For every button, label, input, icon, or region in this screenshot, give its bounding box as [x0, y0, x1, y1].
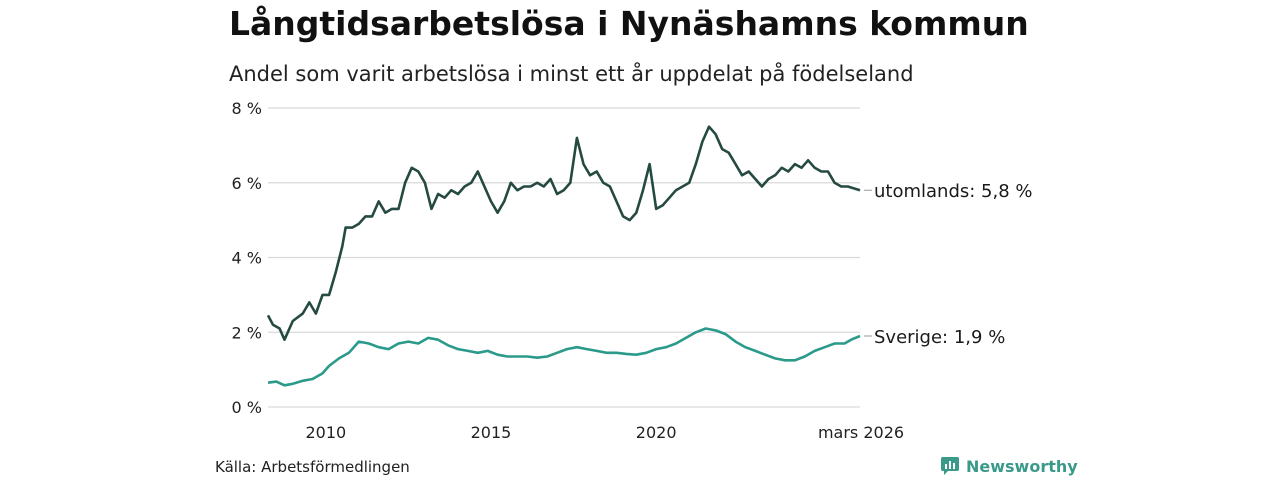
x-axis-tick-labels: 2010 2015 2020 mars 2026	[305, 423, 904, 442]
y-tick-label: 8 %	[232, 99, 262, 118]
chart-subtitle: Andel som varit arbetslösa i minst ett å…	[229, 62, 914, 86]
series-label-utomlands: utomlands: 5,8 %	[874, 181, 1033, 202]
series-line-Sverige	[267, 327, 861, 387]
brand-name: Newsworthy	[966, 456, 1078, 476]
y-tick-label: 4 %	[232, 249, 262, 268]
y-tick-label: 6 %	[232, 174, 262, 193]
series-lines	[266, 125, 861, 387]
chart-title: Långtidsarbetslösa i Nynäshamns kommun	[229, 4, 1029, 43]
y-axis-tick-labels: 0 % 2 % 4 % 6 % 8 %	[232, 99, 262, 417]
source-note: Källa: Arbetsförmedlingen	[215, 458, 410, 476]
newsworthy-logo-icon	[941, 457, 959, 475]
x-tick-label: 2015	[471, 423, 512, 442]
series-line-utomlands	[266, 125, 861, 341]
grid-lines	[268, 107, 860, 408]
x-tick-label: 2010	[305, 423, 346, 442]
y-tick-label: 2 %	[232, 323, 262, 342]
x-tick-label: 2020	[636, 423, 677, 442]
x-tick-label: mars 2026	[818, 423, 904, 442]
brand-logo[interactable]: Newsworthy	[940, 456, 1078, 476]
y-tick-label: 0 %	[232, 398, 262, 417]
series-end-labels: utomlands: 5,8 % Sverige: 1,9 %	[864, 181, 1033, 348]
series-label-Sverige: Sverige: 1,9 %	[874, 327, 1005, 348]
